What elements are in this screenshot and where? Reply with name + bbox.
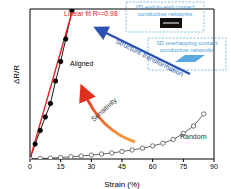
html-text:3D overlapping contact conduct: 3D overlapping contact conductive networ…: [156, 40, 218, 53]
html-text:Structure transformation: Structure transformation: [114, 37, 185, 78]
svg-text:ΔR/R: ΔR/R: [12, 65, 21, 84]
svg-text:45: 45: [118, 163, 126, 170]
svg-text:75: 75: [179, 163, 187, 170]
svg-text:0: 0: [28, 163, 32, 170]
svg-text:90: 90: [210, 163, 218, 170]
svg-text:60: 60: [149, 163, 157, 170]
svg-text:30: 30: [87, 163, 95, 170]
svg-text:15: 15: [57, 163, 65, 170]
html-text:Random: Random: [180, 133, 207, 140]
html-text:Linear fit R²=0.98: Linear fit R²=0.98: [64, 10, 118, 17]
html-text:Aligned: Aligned: [70, 60, 94, 67]
html-text:Sensitivity: Sensitivity: [89, 96, 118, 123]
html-text:2D end-to-end contact conducti: 2D end-to-end contact conductive network…: [135, 4, 195, 17]
svg-text:Strain (%): Strain (%): [104, 180, 140, 189]
